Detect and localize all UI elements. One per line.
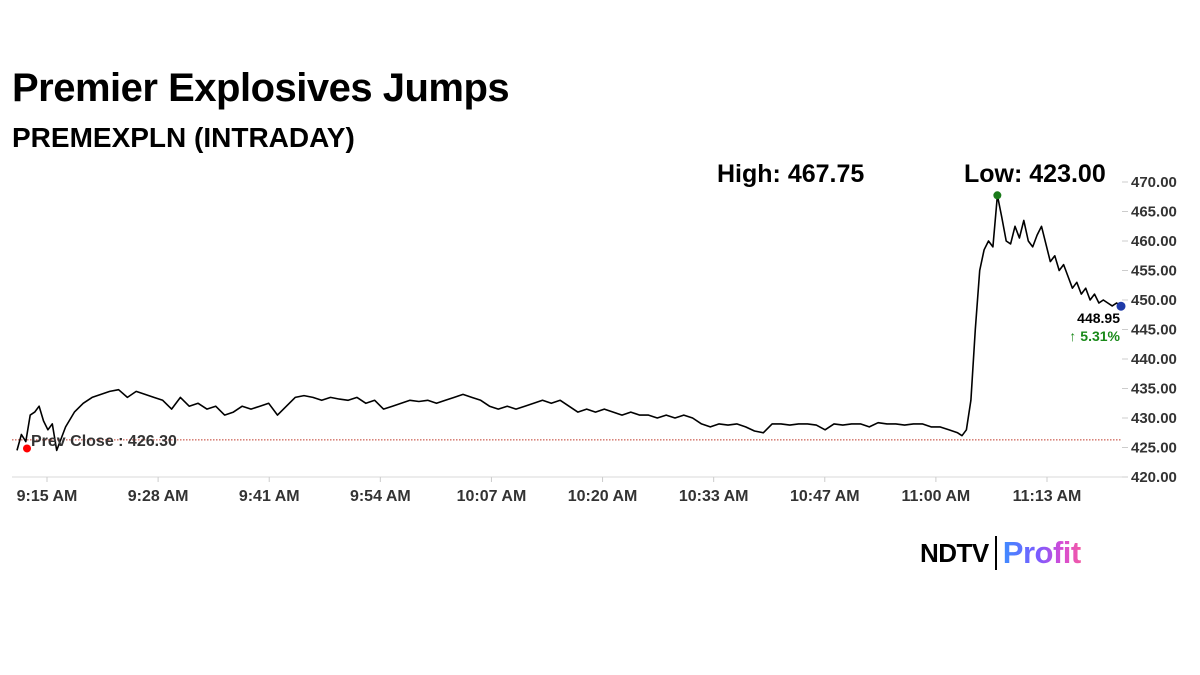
change-label: ↑ 5.31% [1069,328,1120,344]
y-tick-label: 430.00 [1131,410,1177,427]
x-tick-label: 10:20 AM [568,488,638,505]
price-line [16,194,1122,452]
x-tick-label: 11:00 AM [901,488,970,505]
y-tick-label: 470.00 [1131,174,1177,191]
y-tick-label: 440.00 [1131,351,1177,368]
x-tick-label: 9:54 AM [350,488,411,505]
high-label: High: 467.75 [717,160,864,188]
y-axis-ticks: 420.00 425.00 430.00 435.00 440.00 445.00 450.… [1122,174,1177,486]
x-tick-label: 10:33 AM [679,488,749,505]
high-marker [993,191,1002,200]
logo-divider [994,536,997,570]
logo-profit: Profit [1002,535,1081,570]
y-tick-label: 455.00 [1131,263,1177,280]
y-tick-label: 450.00 [1131,292,1177,309]
x-tick-label: 9:15 AM [17,488,78,505]
y-tick-label: 425.00 [1131,440,1177,457]
x-tick-label: 9:41 AM [239,488,300,505]
y-tick-label: 465.00 [1131,204,1177,221]
x-tick-label: 11:13 AM [1013,488,1082,505]
chart-title: Premier Explosives Jumps [12,66,510,110]
y-tick-label: 445.00 [1131,322,1177,339]
last-price-marker [1116,301,1126,311]
x-tick-label: 9:28 AM [128,488,189,505]
chart-subtitle: PREMEXPLN (INTRADAY) [12,122,355,153]
x-tick-label: 10:07 AM [457,488,527,505]
ndtv-profit-logo: NDTV Profit [920,533,1081,573]
prev-close-marker [23,444,31,453]
x-tick-label: 10:47 AM [790,488,860,505]
low-label: Low: 423.00 [964,160,1106,188]
logo-ndtv: NDTV [920,537,989,568]
change-percent: 5.31% [1080,328,1120,344]
y-tick-label: 460.00 [1131,233,1177,250]
y-tick-label: 420.00 [1131,469,1177,486]
prev-close-label: Prev Close : 426.30 [31,433,177,450]
change-up-arrow-icon: ↑ [1069,328,1076,344]
y-tick-label: 435.00 [1131,381,1177,398]
x-axis-ticks: 9:15 AM 9:28 AM 9:41 AM 9:54 AM 10:07 AM 10:2… [17,477,1082,505]
last-price-label: 448.95 [1077,310,1120,326]
